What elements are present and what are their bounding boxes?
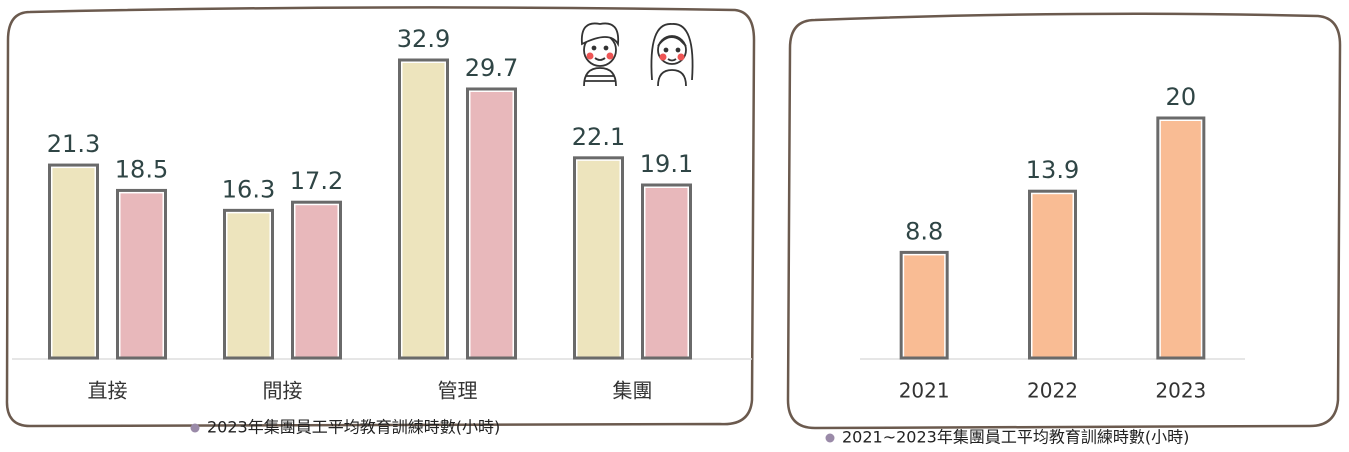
bar-outline: [291, 200, 342, 360]
bar-outline: [223, 208, 274, 360]
bar: [1032, 194, 1073, 359]
bar: [577, 160, 620, 359]
female-icon: [650, 23, 694, 87]
x-tick-label: 直接: [88, 379, 128, 403]
value-label: 32.9: [397, 25, 450, 53]
bar-outline: [641, 183, 692, 360]
bar-outline: [1028, 189, 1077, 360]
value-label: 21.3: [47, 130, 100, 158]
bar-outline: [48, 163, 99, 360]
bar: [227, 213, 270, 359]
x-tick-label: 集團: [613, 379, 653, 403]
panel-frame: [786, 12, 1342, 430]
x-tick-label: 2021: [899, 379, 950, 403]
value-label: 17.2: [290, 167, 343, 195]
value-label: 22.1: [572, 123, 625, 151]
caption-bullet: [190, 423, 200, 433]
bar-outline: [1156, 116, 1206, 360]
bar: [1160, 121, 1201, 359]
caption-bullet: [825, 433, 835, 443]
bar-outline: [573, 156, 624, 360]
value-label: 16.3: [222, 175, 275, 203]
value-label: 8.8: [905, 217, 943, 245]
bar: [120, 193, 163, 359]
x-tick-label: 間接: [263, 379, 303, 403]
bar-outline: [899, 250, 949, 360]
value-label: 20: [1166, 83, 1197, 111]
value-label: 18.5: [115, 155, 168, 183]
male-icon: [580, 22, 620, 87]
value-label: 29.7: [465, 54, 518, 82]
bar-outline: [116, 188, 167, 360]
value-label: 13.9: [1026, 156, 1079, 184]
bar: [904, 255, 945, 359]
bar-outline: [466, 87, 517, 360]
chart-caption: 2023年集團員工平均教育訓練時數(小時): [207, 418, 500, 437]
x-tick-label: 管理: [438, 379, 478, 403]
value-label: 19.1: [640, 150, 693, 178]
bar: [52, 168, 95, 359]
bar: [402, 63, 445, 359]
chart-caption: 2021~2023年集團員工平均教育訓練時數(小時): [842, 428, 1189, 447]
bar: [295, 205, 338, 359]
bar: [645, 187, 688, 359]
x-tick-label: 2022: [1027, 379, 1078, 403]
x-tick-label: 2023: [1155, 379, 1206, 403]
bar: [470, 91, 513, 359]
bar-outline: [398, 58, 449, 360]
panel-frame: [5, 6, 756, 428]
